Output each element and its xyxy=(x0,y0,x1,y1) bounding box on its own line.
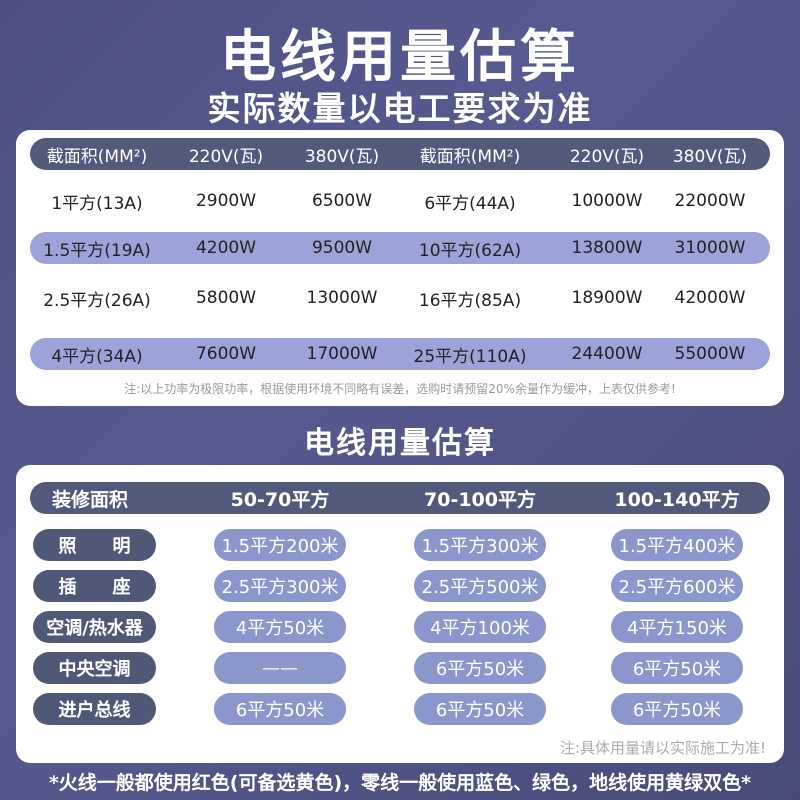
value-pill: 6平方50米 xyxy=(611,652,743,684)
value-pill: 6平方50米 xyxy=(611,693,743,725)
value-pill: 2.5平方500米 xyxy=(414,570,546,602)
value-pill: 1.5平方300米 xyxy=(414,529,546,561)
row-label-pill: 进户总线 xyxy=(33,693,156,725)
value-pill: 1.5平方400米 xyxy=(611,529,743,561)
table-row: 1.5平方(19A) 4200W 9500W 10平方(62A) 13800W 31000… xyxy=(30,232,770,264)
table-cell: 10000W xyxy=(571,191,643,211)
header-cell: 100-140平方 xyxy=(614,488,740,511)
table-cell: 4平方(34A) xyxy=(51,346,143,367)
header-cell: 装修面积 xyxy=(51,488,129,511)
value-pill: 4平方100米 xyxy=(414,611,546,643)
table-header-row: 装修面积 50-70平方 70-100平方 100-140平方 xyxy=(30,482,770,514)
table-cell: 截面积(MM²) xyxy=(46,146,148,167)
table-cell: 6500W xyxy=(311,191,373,211)
value-pill: 6平方50米 xyxy=(414,693,546,725)
table-note: 注:以上功率为极限功率，根据使用环境不同略有误差，选购时请预留20%余量作为缓冲… xyxy=(124,382,676,396)
table-cell: 截面积(MM²) xyxy=(419,146,521,167)
value-pill: 1.5平方200米 xyxy=(214,529,346,561)
table-cell: 220V(瓦) xyxy=(188,146,264,167)
value-pill: 2.5平方600米 xyxy=(611,570,743,602)
table-header-row: 截面积(MM²) 220V(瓦) 380V(瓦) 截面积(MM²) 220V(瓦) 380… xyxy=(30,138,770,170)
footer-note: *火线一般都使用红色(可备选黄色)，零线一般使用蓝色、绿色，地线使用黄绿双色* xyxy=(48,772,752,794)
table-cell: 24400W xyxy=(571,344,643,364)
row-label-pill: 照 明 xyxy=(33,529,156,561)
value-pill: 6平方50米 xyxy=(214,693,346,725)
table-cell: 25平方(110A) xyxy=(413,346,527,367)
value-pill: —— xyxy=(214,652,346,684)
table-cell: 1平方(13A) xyxy=(51,193,143,214)
value-pill: 6平方50米 xyxy=(414,652,546,684)
table-cell: 7600W xyxy=(195,344,257,364)
table-cell: 6平方(44A) xyxy=(424,193,516,214)
value-pill: 4平方150米 xyxy=(611,611,743,643)
page-subtitle: 实际数量以电工要求为准 xyxy=(207,89,593,128)
table-cell: 18900W xyxy=(571,288,643,308)
table-cell: 13800W xyxy=(571,238,643,258)
header-cell: 70-100平方 xyxy=(424,488,536,511)
table-cell: 380V(瓦) xyxy=(672,146,748,167)
value-pill: 2.5平方300米 xyxy=(214,570,346,602)
section-title: 电线用量估算 xyxy=(304,426,496,461)
table-row: 1平方(13A) 2900W 6500W 6平方(44A) 10000W 22000W xyxy=(30,185,770,217)
table-row: 2.5平方(26A) 5800W 13000W 16平方(85A) 18900W 4200… xyxy=(30,282,770,314)
table-cell: 13000W xyxy=(306,288,378,308)
row-label-pill: 插 座 xyxy=(33,570,156,602)
row-label-pill: 空调/热水器 xyxy=(33,611,156,643)
table-cell: 55000W xyxy=(674,344,746,364)
table-note: 注:具体用量请以实际施工为准! xyxy=(559,739,766,757)
row-label-pill: 中央空调 xyxy=(33,652,156,684)
table-cell: 5800W xyxy=(195,288,257,308)
header-cell: 50-70平方 xyxy=(230,488,330,511)
table-cell: 1.5平方(19A) xyxy=(43,240,151,261)
table-cell: 2.5平方(26A) xyxy=(43,290,151,311)
value-pill: 4平方50米 xyxy=(214,611,346,643)
table-cell: 42000W xyxy=(674,288,746,308)
power-table-card: 截面积(MM²) 220V(瓦) 380V(瓦) 截面积(MM²) 220V(瓦) 380… xyxy=(16,130,784,406)
table-cell: 22000W xyxy=(674,191,746,211)
table-cell: 10平方(62A) xyxy=(418,240,522,261)
table-cell: 2900W xyxy=(195,191,257,211)
table-cell: 31000W xyxy=(674,238,746,258)
table-cell: 17000W xyxy=(306,344,378,364)
page-title: 电线用量估算 xyxy=(220,25,580,90)
table-cell: 220V(瓦) xyxy=(569,146,645,167)
table-row: 4平方(34A) 7600W 17000W 25平方(110A) 24400W 55000… xyxy=(30,338,770,370)
table-cell: 16平方(85A) xyxy=(418,290,522,311)
table-cell: 9500W xyxy=(311,238,373,258)
usage-table-card: 装修面积 50-70平方 70-100平方 100-140平方照 明 1.5平方200米… xyxy=(16,465,784,763)
table-cell: 380V(瓦) xyxy=(304,146,380,167)
table-cell: 4200W xyxy=(195,238,257,258)
